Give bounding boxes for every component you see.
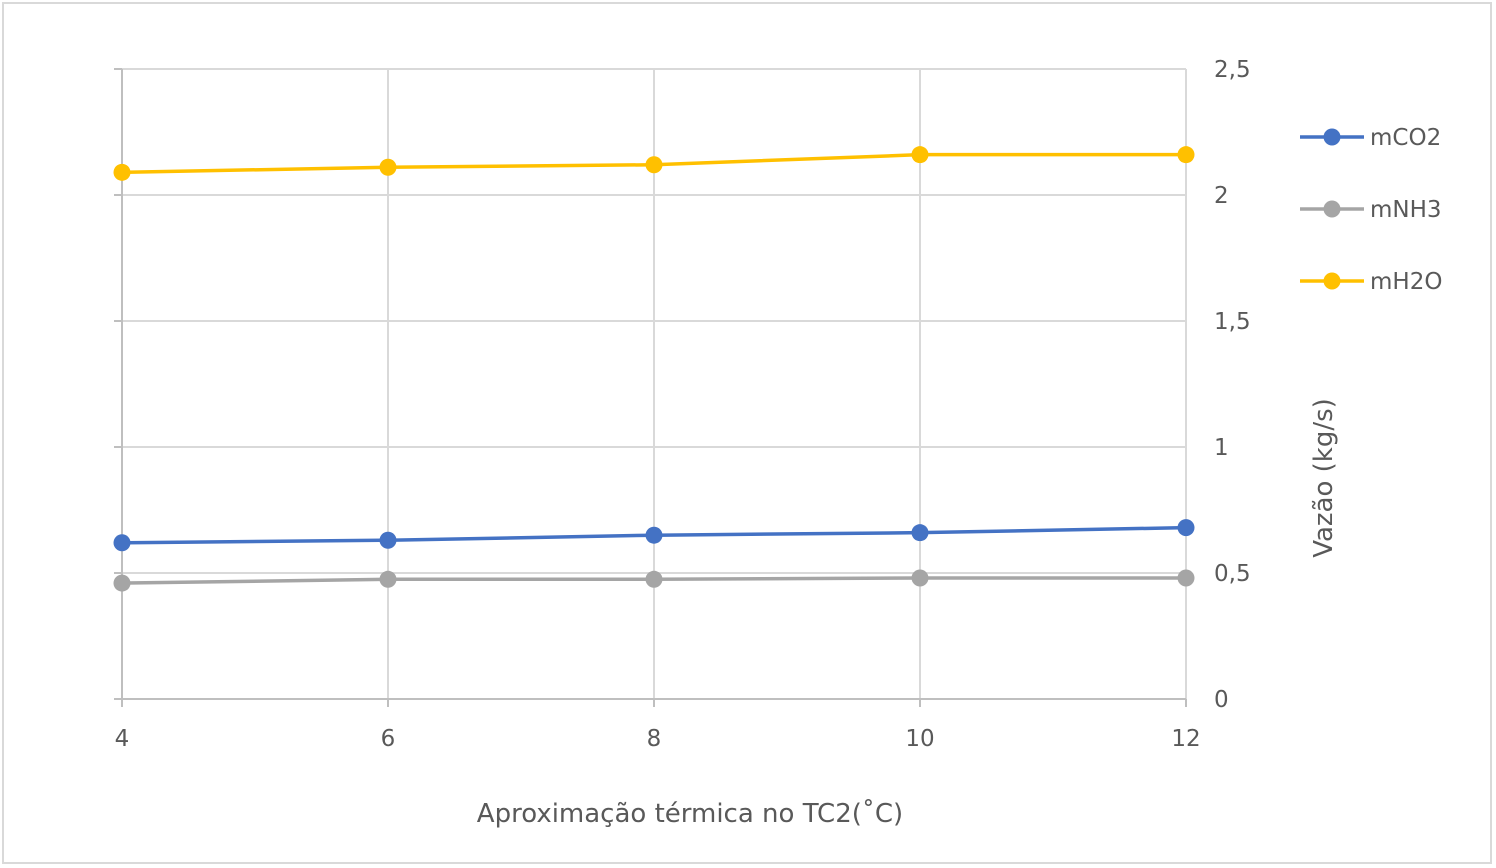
legend-label-mh2o: mH2O: [1370, 269, 1442, 295]
y-tick-label: 1,5: [1214, 309, 1251, 335]
data-point-mnh3: [645, 570, 663, 588]
data-point-mh2o: [911, 146, 929, 164]
x-axis-title: Aproximação térmica no TC2(˚C): [477, 799, 903, 829]
x-tick-label: 12: [1171, 726, 1200, 752]
legend-label-mco2: mCO2: [1370, 125, 1441, 151]
x-tick-label: 6: [381, 726, 396, 752]
data-point-mh2o: [113, 163, 131, 181]
data-point-mco2: [113, 534, 131, 552]
data-point-mnh3: [1177, 569, 1195, 587]
x-tick-label: 4: [115, 726, 130, 752]
tick-labels: 0 0,5 1 1,5 2 2,5 4 6 8 10 12: [115, 57, 1251, 752]
legend-marker-mco2: [1323, 128, 1341, 146]
legend-marker-mh2o: [1323, 272, 1341, 290]
y-tick-label: 1: [1214, 435, 1229, 461]
grid-lines: [122, 68, 1187, 699]
y-tick-label: 2,5: [1214, 57, 1251, 83]
y-tick-label: 2: [1214, 183, 1229, 209]
data-point-mh2o: [1177, 146, 1195, 164]
data-point-mco2: [645, 526, 663, 544]
x-tick-label: 10: [905, 726, 934, 752]
y-tick-label: 0,5: [1214, 561, 1251, 587]
data-point-mh2o: [379, 158, 397, 176]
y-tick-label: 0: [1214, 687, 1229, 713]
data-point-mnh3: [113, 574, 131, 592]
data-point-mh2o: [645, 156, 663, 174]
axes: [114, 68, 1187, 707]
data-point-mco2: [911, 524, 929, 542]
data-point-mnh3: [379, 570, 397, 588]
legend-marker-mnh3: [1323, 200, 1341, 218]
legend-label-mnh3: mNH3: [1370, 197, 1442, 223]
x-tick-label: 8: [647, 726, 662, 752]
data-point-mco2: [379, 531, 397, 549]
y-axis-title: Vazão (kg/s): [1309, 398, 1339, 558]
data-point-mco2: [1177, 519, 1195, 537]
legend: mCO2 mNH3 mH2O: [1300, 125, 1442, 295]
data-point-mnh3: [911, 569, 929, 587]
plot-series: [113, 146, 1195, 592]
